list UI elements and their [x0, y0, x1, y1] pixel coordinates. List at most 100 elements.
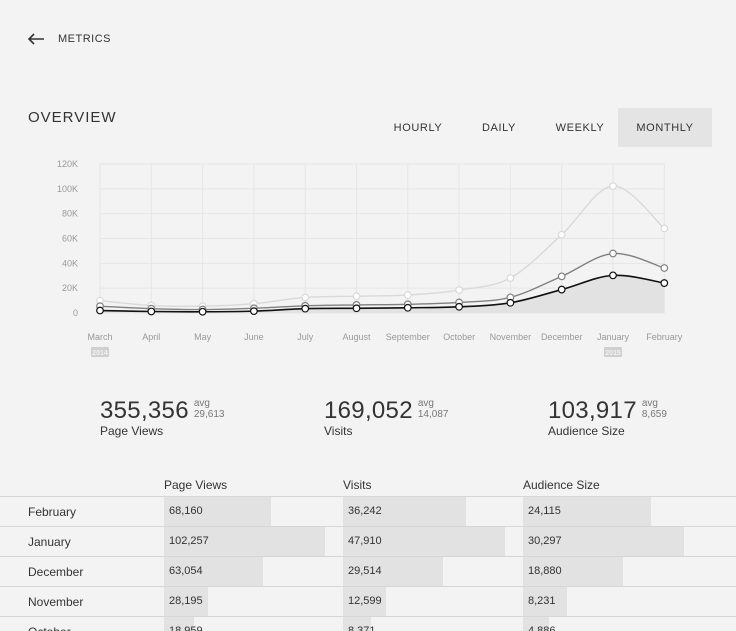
stat-avg: avg 14,087: [418, 398, 449, 420]
x-tick-label: January: [597, 332, 630, 342]
cell-value: 18,959: [169, 625, 203, 631]
data-point: [301, 293, 310, 302]
tab-weekly[interactable]: WEEKLY: [555, 121, 605, 134]
stat-page-views: 355,356 avg 29,613 Page Views: [100, 396, 224, 438]
value-bar: [343, 557, 443, 586]
row-month-label: October: [28, 625, 71, 631]
x-tick-label: June: [244, 332, 264, 342]
stat-avg-label: avg: [193, 398, 210, 409]
stat-label: Visits: [324, 424, 353, 438]
stat-value: 103,917: [548, 397, 637, 424]
value-bar: [343, 497, 466, 526]
stats-summary: 355,356 avg 29,613 Page Views 169,052 av…: [0, 396, 736, 446]
table-body: February 68,160 36,242 24,115 January 102,257…: [0, 496, 736, 631]
stat-visits: 169,052 avg 14,087 Visits: [324, 396, 448, 438]
data-point: [455, 286, 464, 294]
tab-daily[interactable]: DAILY: [482, 121, 516, 134]
stat-audience-size: 103,917 avg 8,659 Audience Size: [548, 396, 667, 438]
data-point: [198, 307, 207, 316]
table-row[interactable]: October 18,959 8,371 4,886: [0, 616, 736, 631]
stat-avg: avg 8,659: [642, 398, 667, 420]
y-tick-label: 100K: [57, 184, 78, 194]
x-tick-label: December: [541, 332, 583, 342]
column-header-visits[interactable]: Visits: [343, 478, 372, 492]
column-header-page-views[interactable]: Page Views: [164, 478, 228, 492]
y-tick-label: 80K: [62, 209, 78, 219]
value-bar: [523, 497, 652, 526]
table-row[interactable]: November 28,195 12,599 8,231: [0, 586, 736, 616]
y-tick-label: 20K: [62, 283, 78, 293]
y-tick-label: 60K: [62, 234, 78, 244]
x-tick-label: August: [342, 332, 371, 342]
data-point: [609, 182, 617, 190]
cell-value: 102,257: [169, 535, 209, 547]
stat-value: 169,052: [324, 397, 413, 424]
table-row[interactable]: December 63,054 29,514 18,880: [0, 556, 736, 586]
data-point: [96, 306, 104, 315]
column-header-audience-size[interactable]: Audience Size: [523, 478, 600, 492]
value-bar: [164, 527, 325, 556]
year-marker-label: 2015: [605, 350, 621, 357]
data-point: [147, 307, 156, 316]
metrics-chart: 0 20K 40K 60K 80K 100K 120K March April May June Ju…: [57, 159, 683, 357]
x-tick-label: March: [87, 332, 112, 342]
data-point: [660, 264, 669, 272]
row-month-label: February: [28, 505, 77, 519]
stat-avg-value: 14,087: [417, 409, 449, 420]
data-point: [506, 298, 515, 307]
page-title: OVERVIEW: [28, 109, 117, 126]
x-tick-label: October: [443, 332, 475, 342]
data-point: [609, 271, 617, 280]
data-point: [352, 292, 361, 301]
value-bar: [164, 497, 272, 526]
table-row[interactable]: February 68,160 36,242 24,115: [0, 496, 736, 526]
data-point: [301, 304, 310, 313]
data-point: [455, 302, 464, 311]
data-point: [557, 230, 566, 239]
data-point: [403, 303, 412, 312]
cell-value: 36,242: [348, 505, 382, 517]
data-point: [557, 272, 566, 281]
x-tick-label: February: [646, 332, 683, 342]
value-bar: [523, 617, 549, 631]
y-tick-label: 0: [73, 308, 78, 318]
row-month-label: November: [28, 595, 84, 609]
stat-avg: avg 29,613: [194, 398, 225, 420]
series-area: [100, 275, 665, 313]
breadcrumb[interactable]: METRICS: [58, 33, 111, 45]
back-button[interactable]: [26, 28, 48, 50]
value-bar: [164, 587, 209, 616]
stat-avg-value: 29,613: [193, 409, 225, 420]
value-bar: [343, 617, 372, 631]
data-point: [249, 307, 258, 316]
value-bar: [523, 587, 567, 616]
cell-value: 28,195: [169, 595, 203, 607]
stat-label: Page Views: [100, 424, 164, 438]
value-bar: [164, 617, 194, 631]
x-tick-label: May: [194, 332, 212, 342]
y-tick-label: 120K: [57, 159, 78, 169]
cell-value: 18,880: [528, 565, 562, 577]
cell-value: 47,910: [348, 535, 382, 547]
value-bar: [343, 587, 386, 616]
tab-monthly[interactable]: MONTHLY: [618, 108, 712, 147]
series-line: [99, 252, 665, 311]
x-tick-label: September: [386, 332, 430, 342]
table-header: Page Views Visits Audience Size: [0, 476, 736, 496]
data-point: [403, 291, 412, 299]
table-row[interactable]: January 102,257 47,910 30,297: [0, 526, 736, 556]
stat-value: 355,356: [100, 397, 189, 424]
cell-value: 24,115: [528, 505, 561, 517]
stat-label: Audience Size: [548, 424, 625, 438]
cell-value: 68,160: [169, 505, 203, 517]
value-bar: [164, 557, 264, 586]
cell-value: 63,054: [169, 565, 203, 577]
x-tick-label: November: [490, 332, 532, 342]
data-point: [557, 285, 566, 294]
year-marker-label: 2014: [92, 350, 108, 357]
tab-hourly[interactable]: HOURLY: [393, 121, 443, 134]
y-tick-label: 40K: [62, 258, 78, 268]
value-bar: [523, 557, 624, 586]
data-point: [660, 224, 669, 233]
cell-value: 4,886: [528, 625, 556, 631]
